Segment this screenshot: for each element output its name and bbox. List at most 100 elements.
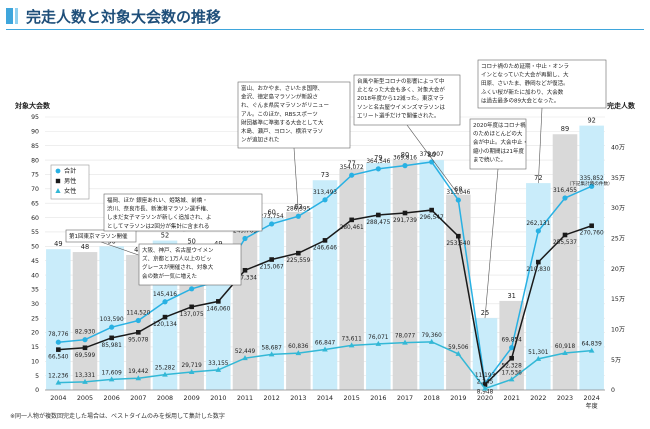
callout-text: 2020年度はコロナ禍 xyxy=(473,121,526,129)
left-tick-label: 55 xyxy=(31,229,39,236)
data-point xyxy=(349,217,354,223)
point-value-label: 145,416 xyxy=(153,292,177,298)
data-point xyxy=(242,355,248,361)
point-value-label: 369,816 xyxy=(393,156,417,162)
point-value-label: 64,839 xyxy=(582,342,603,348)
point-value-label: 225,559 xyxy=(286,258,310,264)
callout-box xyxy=(103,193,263,232)
callout-text: 大阪、神戸、名古屋ウイメン xyxy=(142,246,214,254)
point-value-label: 95,078 xyxy=(128,337,149,343)
bar xyxy=(446,194,471,390)
data-point xyxy=(375,340,382,346)
point-value-label: 51,301 xyxy=(528,350,549,356)
callout-text: 2018年度から12減った。東京マラ xyxy=(357,94,444,102)
point-value-label: 19,442 xyxy=(128,369,149,375)
x-tick-label: 2008 xyxy=(157,394,173,402)
legend-label: 男性 xyxy=(64,177,76,185)
x-tick-label: 2010 xyxy=(210,394,226,402)
x-tick-label: 2016 xyxy=(370,394,386,402)
point-value-label: 253,540 xyxy=(446,241,470,247)
data-point xyxy=(349,172,355,178)
right-tick-label: 5万 xyxy=(611,357,621,364)
left-tick-label: 10 xyxy=(31,358,39,365)
point-value-label: 58,687 xyxy=(262,345,283,351)
callout-text: 会が中止。大会中止・ xyxy=(473,138,528,146)
x-tick-label: 2009 xyxy=(184,394,200,402)
title-accent-bar xyxy=(6,8,13,24)
x-tick-label: 2007 xyxy=(130,394,146,402)
point-value-label: 2,245 xyxy=(477,380,494,386)
data-point xyxy=(162,371,168,377)
data-point xyxy=(82,378,88,384)
bar-value-label: 47 xyxy=(134,246,142,254)
right-tick-label: 30万 xyxy=(611,205,625,212)
point-value-label: 286,395 xyxy=(286,206,310,212)
legend-marker xyxy=(55,178,61,184)
data-point xyxy=(242,235,248,242)
callout-text: 渋川、奈良市長、新湊港マラソン選手権、 xyxy=(107,205,212,213)
point-value-label: 215,067 xyxy=(260,265,284,271)
data-point xyxy=(535,228,541,234)
bar xyxy=(579,125,604,390)
callout-box xyxy=(353,74,461,126)
data-point xyxy=(296,250,301,256)
point-value-label: 375,907 xyxy=(420,152,444,158)
data-point xyxy=(268,351,275,357)
callout-text: 田原、さいたま、静岡などが復活。 xyxy=(481,79,569,87)
left-tick-label: 20 xyxy=(31,330,39,337)
right-tick-label: 0 xyxy=(611,387,615,394)
point-value-label: 273,754 xyxy=(260,214,284,220)
point-value-label: 120,134 xyxy=(153,322,177,328)
callout-box xyxy=(65,229,137,243)
callout-text: ふくい桜が新たに加わり、大会数 xyxy=(481,88,564,96)
data-point xyxy=(348,342,355,348)
data-point xyxy=(535,355,542,361)
data-point xyxy=(375,166,381,172)
left-tick-label: 50 xyxy=(31,244,39,251)
callout-text: エリート選手だけで開催された。 xyxy=(357,111,440,119)
left-tick-label: 75 xyxy=(31,172,39,179)
point-value-label: 78,077 xyxy=(395,334,416,340)
data-point xyxy=(109,324,115,330)
chart-title: 完走人数と対象大会数の推移 xyxy=(26,8,222,26)
data-point xyxy=(135,317,141,324)
bar xyxy=(72,252,98,390)
data-point xyxy=(429,207,434,213)
data-point xyxy=(402,163,408,169)
data-point xyxy=(456,233,461,239)
point-value-label: 59,506 xyxy=(448,345,469,351)
point-value-label: 335,852 xyxy=(580,176,604,182)
data-point xyxy=(376,212,381,218)
point-value-label: 246,646 xyxy=(313,245,337,251)
bar-value-label: 73 xyxy=(321,171,329,179)
point-value-label: 12,236 xyxy=(48,374,69,380)
data-point xyxy=(242,267,248,273)
point-value-label: 313,493 xyxy=(313,190,337,196)
callout-leader xyxy=(406,124,459,195)
data-point xyxy=(82,337,88,343)
data-point xyxy=(295,213,301,219)
right-tick-label: 15万 xyxy=(611,296,625,303)
x-tick-label: 2020 xyxy=(477,394,493,402)
callout-leader xyxy=(484,168,499,319)
point-value-label: 197,334 xyxy=(233,275,257,281)
point-value-label: 25,282 xyxy=(155,366,176,372)
data-point xyxy=(136,330,141,335)
callout-text: ソンと名古屋ウイメンズマラソンは xyxy=(357,103,445,111)
x-tick-label: 2012 xyxy=(264,394,280,402)
bar-value-label: 89 xyxy=(561,125,569,133)
point-value-label: 296,547 xyxy=(420,215,444,221)
point-value-label: 60,918 xyxy=(555,344,576,350)
callout-text: まで続いた。 xyxy=(473,155,506,163)
callout-text: 台風や新型コロナの影響によって中 xyxy=(357,77,445,85)
right-tick-label: 20万 xyxy=(611,266,625,273)
data-point xyxy=(162,314,168,320)
point-value-label: 210,830 xyxy=(526,267,550,273)
left-tick-label: 95 xyxy=(31,114,39,121)
callout-text: れ、ぐんま県民マラソンがリニュー xyxy=(241,101,329,109)
bar-value-label: 48 xyxy=(81,243,89,251)
point-value-label: 69,854 xyxy=(502,338,523,344)
right-axis-title: 完走人数 xyxy=(607,101,636,110)
footnote: ※同一人物が複数回完走した場合は、ベストタイムのみを採用して集計した数字 xyxy=(10,413,225,420)
